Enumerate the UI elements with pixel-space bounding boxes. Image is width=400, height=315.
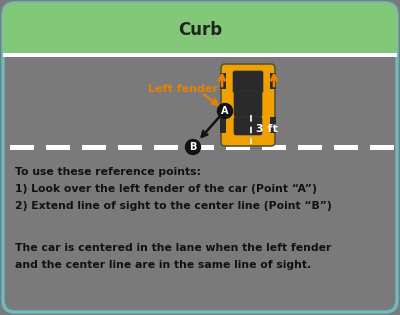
Text: 2) Extend line of sight to the center line (Point “B”): 2) Extend line of sight to the center li… — [15, 201, 332, 211]
Bar — [334, 145, 358, 150]
Text: 3 ft: 3 ft — [256, 124, 278, 134]
Bar — [370, 145, 394, 150]
Bar — [220, 73, 226, 89]
Circle shape — [186, 140, 200, 154]
Bar — [3, 33, 397, 53]
Bar — [270, 73, 276, 89]
Text: The car is centered in the lane when the left fender: The car is centered in the lane when the… — [15, 243, 331, 253]
Bar — [118, 145, 142, 150]
Text: Left fender: Left fender — [148, 84, 218, 94]
Text: and the center line are in the same line of sight.: and the center line are in the same line… — [15, 260, 311, 270]
Bar — [262, 145, 286, 150]
Bar — [270, 117, 276, 133]
FancyBboxPatch shape — [3, 3, 397, 53]
Bar — [190, 145, 214, 150]
Text: Curb: Curb — [178, 21, 222, 39]
Bar — [10, 145, 34, 150]
Bar — [3, 53, 397, 57]
FancyBboxPatch shape — [234, 91, 262, 117]
Text: To use these reference points:: To use these reference points: — [15, 167, 201, 177]
Text: A: A — [221, 106, 229, 116]
Circle shape — [218, 104, 232, 118]
Bar — [46, 145, 70, 150]
FancyBboxPatch shape — [3, 3, 397, 312]
Bar — [298, 145, 322, 150]
Text: 1) Look over the left fender of the car (Point “A”): 1) Look over the left fender of the car … — [15, 184, 317, 194]
Bar — [154, 145, 178, 150]
FancyBboxPatch shape — [234, 117, 262, 135]
Text: B: B — [189, 142, 197, 152]
Bar — [82, 145, 106, 150]
FancyBboxPatch shape — [221, 64, 275, 146]
FancyBboxPatch shape — [233, 71, 263, 93]
Bar — [220, 117, 226, 133]
Bar — [226, 145, 250, 150]
